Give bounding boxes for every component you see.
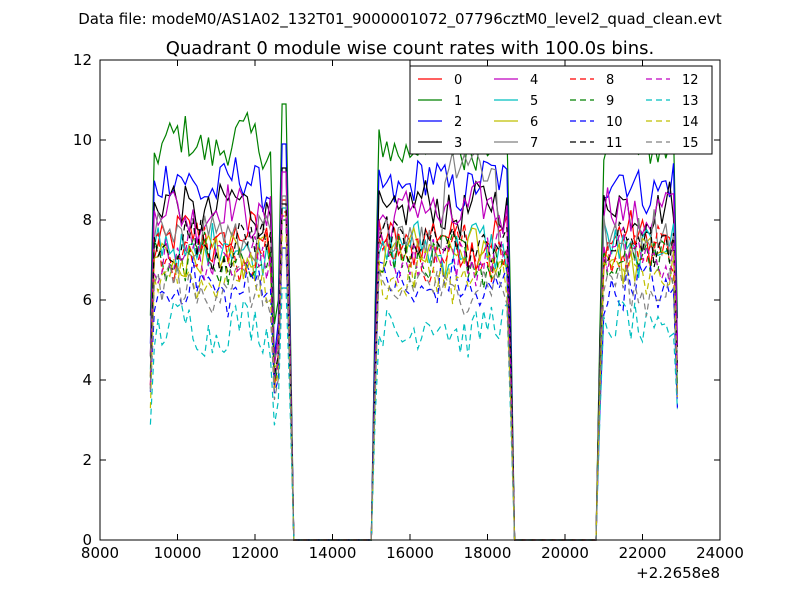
y-tick-label: 2 — [82, 451, 92, 469]
x-tick-label: 18000 — [464, 544, 512, 562]
legend-label: 8 — [606, 73, 614, 88]
y-tick-label: 10 — [73, 131, 92, 149]
legend-frame — [409, 65, 713, 155]
legend-label: 13 — [682, 94, 699, 109]
x-tick-label: 22000 — [619, 544, 667, 562]
legend-label: 7 — [530, 136, 538, 151]
legend-label: 11 — [606, 136, 623, 151]
legend-label: 6 — [530, 115, 538, 130]
series-line-9 — [149, 219, 678, 541]
legend-label: 12 — [682, 73, 699, 88]
plot-area — [149, 103, 678, 541]
y-tick-label: 6 — [82, 291, 92, 309]
x-tick-label: 8000 — [81, 544, 119, 562]
series-line-12 — [149, 215, 678, 541]
legend-label: 3 — [454, 136, 462, 151]
axis-ticks: 8000 10000 12000 14000 16000 18000 20000 22000 2… — [73, 51, 744, 562]
chart-title: Quadrant 0 module wise count rates with … — [166, 38, 655, 59]
legend-label: 10 — [606, 115, 623, 130]
series-line-3 — [149, 167, 678, 541]
x-tick-label: 10000 — [154, 544, 202, 562]
legend-label: 14 — [682, 115, 699, 130]
legend-label: 1 — [454, 94, 462, 109]
y-tick-label: 8 — [82, 211, 92, 229]
series-line-11 — [149, 203, 678, 541]
y-tick-label: 4 — [82, 371, 92, 389]
series-line-8 — [149, 211, 678, 541]
x-offset-label: +2.2658e8 — [636, 564, 720, 582]
x-tick-label: 24000 — [696, 544, 744, 562]
x-tick-label: 20000 — [541, 544, 589, 562]
legend-label: 0 — [454, 73, 462, 88]
y-tick-label: 12 — [73, 51, 92, 69]
series-line-5 — [149, 207, 678, 541]
series-line-14 — [149, 235, 678, 541]
legend-label: 2 — [454, 115, 462, 130]
legend-label: 9 — [606, 94, 614, 109]
legend-label: 5 — [530, 94, 538, 109]
suptitle: Data file: modeM0/AS1A02_132T01_90000010… — [78, 10, 722, 29]
x-tick-label: 12000 — [231, 544, 279, 562]
x-tick-label: 14000 — [309, 544, 357, 562]
series-line-10 — [149, 247, 678, 541]
x-tick-label: 16000 — [386, 544, 434, 562]
legend-label: 4 — [530, 73, 538, 88]
axes-frame — [99, 59, 721, 541]
legend-label: 15 — [682, 136, 699, 151]
y-tick-label: 0 — [82, 531, 92, 549]
